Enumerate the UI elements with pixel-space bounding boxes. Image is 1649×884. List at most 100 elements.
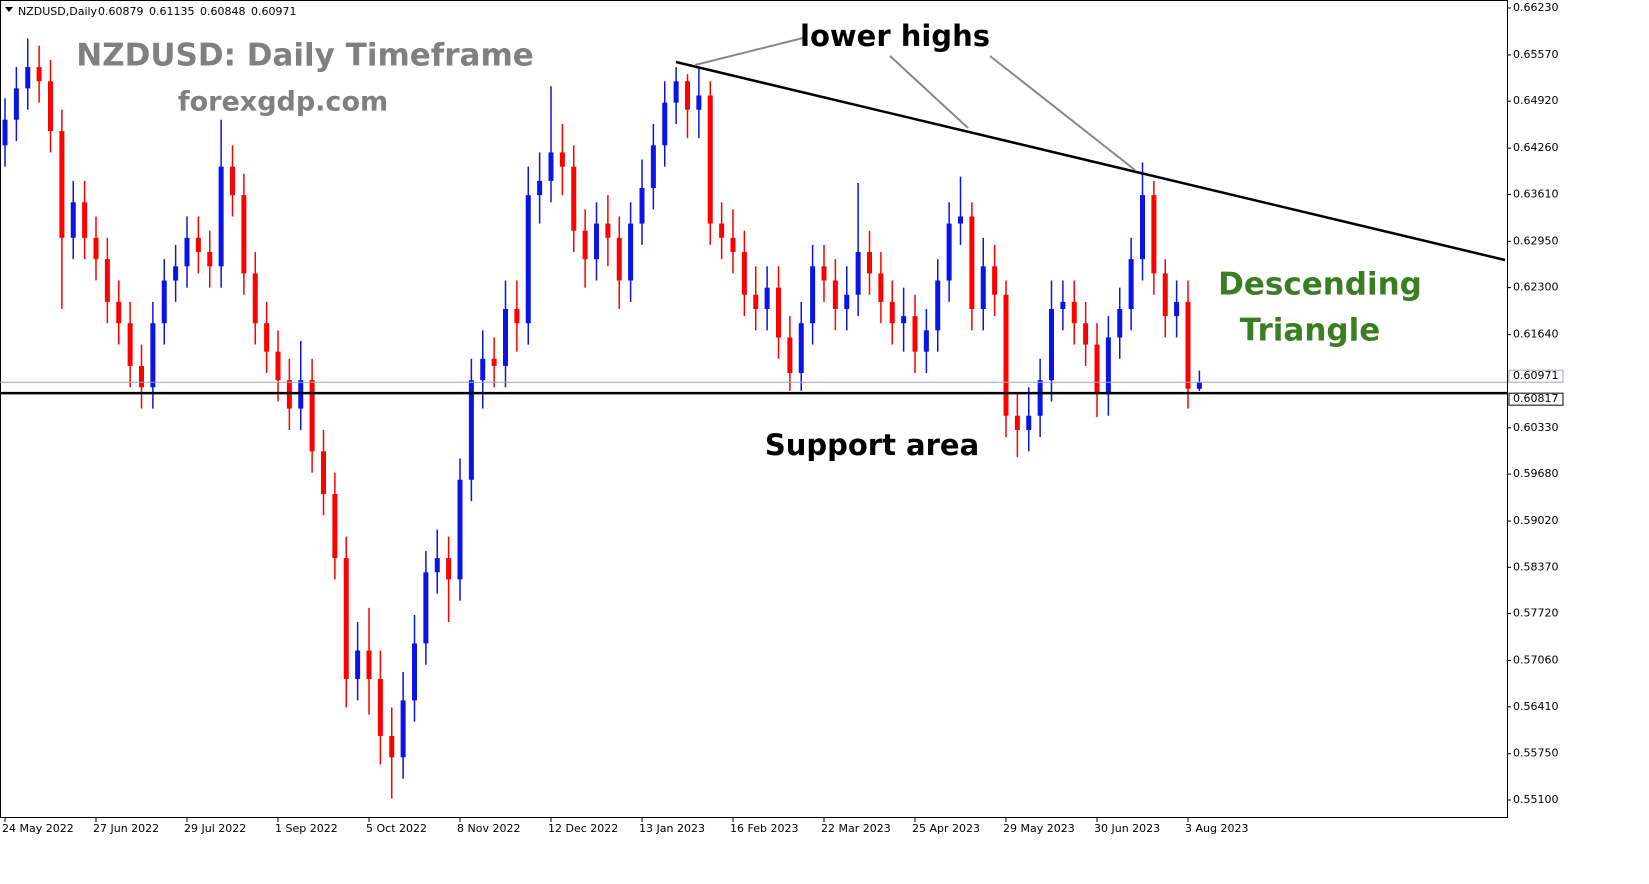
candle-body <box>491 358 497 366</box>
candle-body <box>685 81 690 110</box>
candle-body <box>616 237 622 281</box>
candle-body <box>628 223 634 281</box>
x-tick-label: 16 Feb 2023 <box>730 822 798 835</box>
candle-body <box>218 166 224 267</box>
candle-body <box>161 280 167 324</box>
candle-body <box>332 494 338 559</box>
candle-body <box>776 287 781 338</box>
candle-body <box>923 330 929 352</box>
annotation: Descending <box>1218 267 1422 303</box>
x-tick-label: 29 May 2023 <box>1003 822 1075 835</box>
candle-body <box>889 301 895 324</box>
candle-body <box>173 266 179 281</box>
candle-body <box>548 152 554 181</box>
candle-body <box>571 166 577 231</box>
menu-arrow <box>5 7 13 12</box>
x-tick-label: 8 Nov 2022 <box>457 822 520 835</box>
x-tick-label: 27 Jun 2022 <box>93 822 159 835</box>
candle-body <box>969 216 975 309</box>
candle-body <box>878 273 884 302</box>
candle-body <box>127 323 133 366</box>
candle-body <box>1128 259 1134 309</box>
candle-body <box>1185 301 1191 389</box>
y-tick-label: 0.62950 <box>1513 234 1559 247</box>
x-tick-label: 29 Jul 2022 <box>184 822 246 835</box>
candle-body <box>309 380 315 452</box>
candle-body <box>480 358 486 381</box>
candle-body <box>958 216 963 224</box>
candle-body <box>1049 308 1054 381</box>
candle-body <box>821 266 827 281</box>
candle-body <box>1105 337 1111 395</box>
candle-body <box>412 643 417 701</box>
candle-body <box>867 252 872 274</box>
header-symbol: NZDUSD,Daily <box>18 5 98 18</box>
y-tick-label: 0.62300 <box>1513 281 1559 294</box>
candle-body <box>832 280 838 309</box>
candle-body <box>514 308 520 324</box>
x-tick-label: 25 Apr 2023 <box>912 822 980 835</box>
candle-body <box>946 223 952 281</box>
candle-body <box>389 735 395 758</box>
candle-body <box>70 202 76 238</box>
candle-body <box>423 572 429 644</box>
candle-body <box>503 308 508 366</box>
candle-body <box>935 280 941 331</box>
candle-body <box>150 323 156 388</box>
x-tick-label: 12 Dec 2022 <box>548 822 618 835</box>
candle-body <box>1014 415 1020 430</box>
candle-body <box>252 273 258 324</box>
candle-body <box>1174 301 1180 317</box>
candle-body <box>605 223 611 238</box>
annotation: Support area <box>765 428 979 462</box>
candle-body <box>275 351 281 381</box>
x-tick-label: 24 May 2022 <box>2 822 74 835</box>
candle-body <box>810 266 816 324</box>
x-tick-label: 5 Oct 2022 <box>366 822 427 835</box>
candle-body <box>730 237 736 253</box>
y-tick-label: 0.64920 <box>1513 94 1559 107</box>
candle-body <box>707 95 713 224</box>
candle-body <box>525 195 531 324</box>
candle-body <box>753 294 759 309</box>
candle-body <box>855 252 861 295</box>
candle-body <box>468 380 474 480</box>
candle-body <box>36 67 42 82</box>
chart-title: NZDUSD: Daily Timeframe <box>76 38 534 74</box>
candle-body <box>1083 323 1089 345</box>
candle-body <box>1162 273 1168 317</box>
candle-body <box>184 237 190 267</box>
candle-body <box>1037 380 1043 416</box>
annotation: Triangle <box>1240 313 1380 349</box>
candle-body <box>992 266 998 295</box>
candle-body <box>355 650 361 680</box>
y-tick-label: 0.61640 <box>1513 328 1559 341</box>
y-tick-label: 0.64260 <box>1513 141 1559 154</box>
candle-body <box>1151 195 1157 274</box>
candle-body <box>139 365 144 388</box>
y-tick-label: 0.66230 <box>1513 1 1559 14</box>
candle-body <box>719 223 725 238</box>
candle-body <box>2 119 8 146</box>
candle-body <box>1026 415 1032 430</box>
candle-body <box>696 95 702 110</box>
candle-body <box>1094 344 1100 395</box>
candle-body <box>980 266 986 309</box>
candle-body <box>787 337 793 374</box>
header-high: 0.61135 <box>149 5 195 18</box>
candle-body <box>207 252 213 267</box>
candle-body <box>241 195 247 274</box>
candle-body <box>377 679 383 736</box>
chart-subtitle: forexgdp.com <box>178 87 388 118</box>
candle-body <box>582 230 588 260</box>
y-tick-label: 0.59020 <box>1513 514 1559 527</box>
y-tick-label: 0.55100 <box>1513 793 1559 806</box>
candle-body <box>594 223 599 260</box>
plot-frame <box>0 0 1508 818</box>
candle-body <box>321 451 326 495</box>
y-tick-label: 0.59680 <box>1513 467 1559 480</box>
candle-body <box>446 558 452 580</box>
candle-body <box>798 323 804 374</box>
y-tick-label: 0.63610 <box>1513 187 1559 200</box>
candle-body <box>400 700 406 758</box>
